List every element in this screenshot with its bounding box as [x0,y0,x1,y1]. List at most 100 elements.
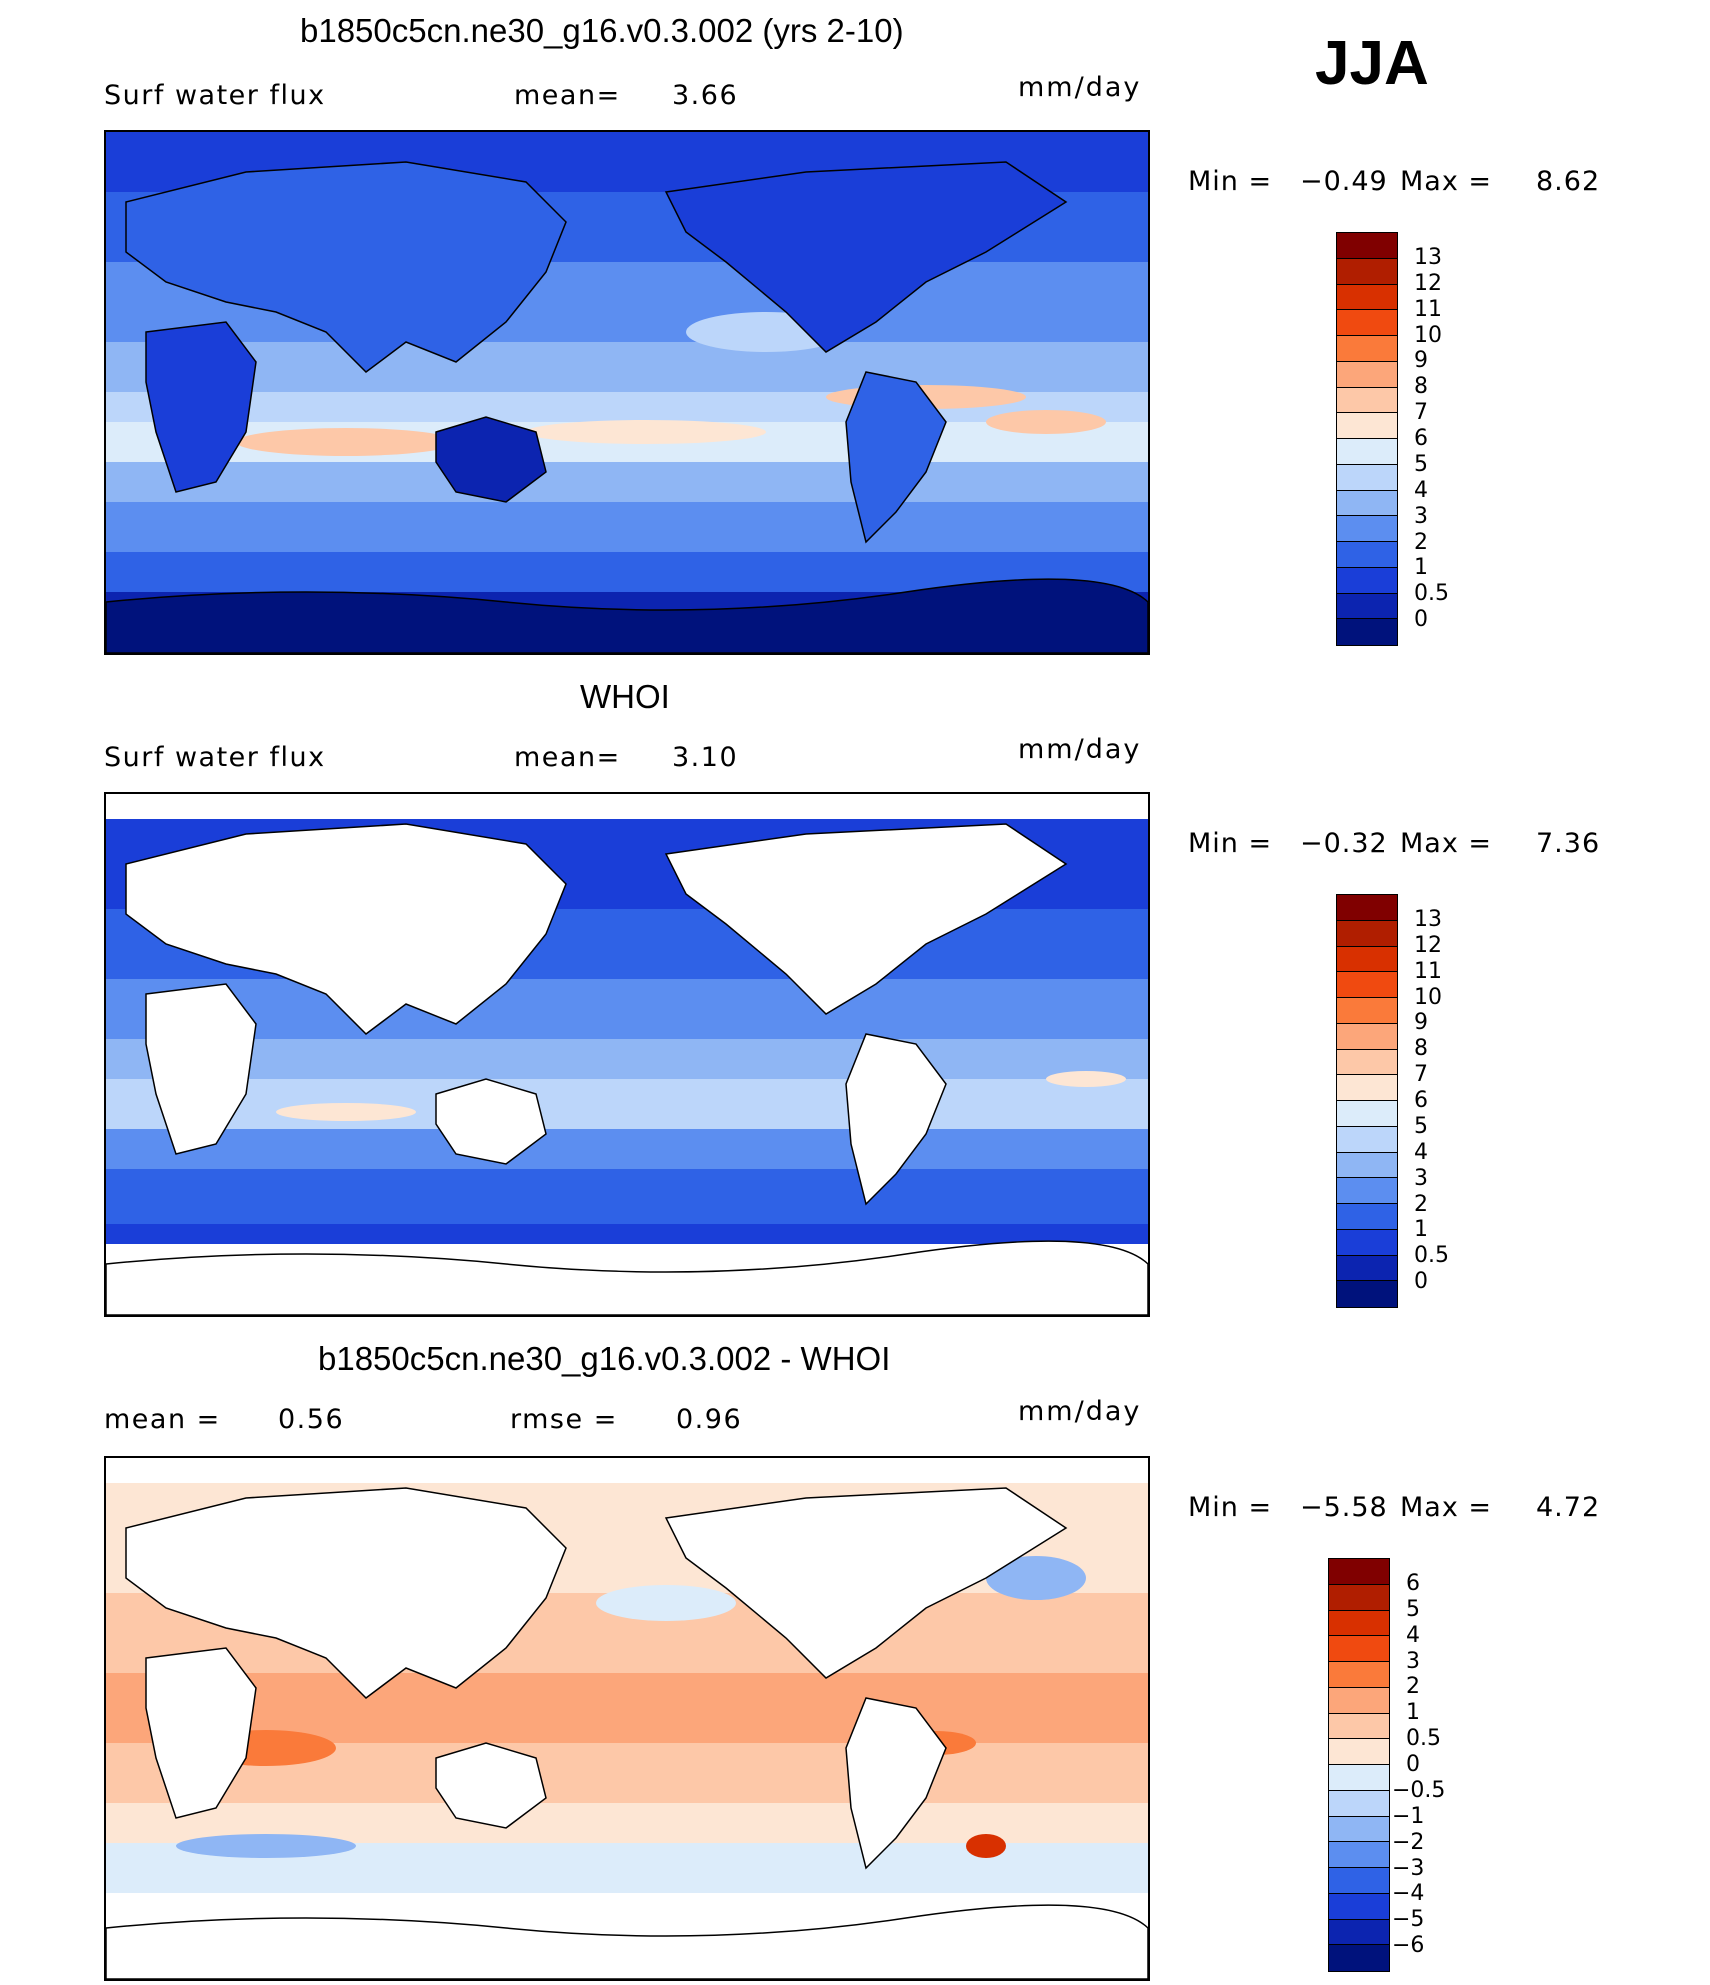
colorbar-tick-label: 12 [1414,932,1442,958]
colorbar-observation [1336,894,1398,1308]
colorbar-tick-label: 8 [1414,374,1428,400]
variable-label: Surf water flux [104,80,326,111]
colorbar-segment [1337,593,1397,620]
colorbar-tick-label: 11 [1414,296,1442,322]
land-antarctica [106,1240,1148,1315]
colorbar-tick-label: 0.5 [1414,1243,1449,1269]
land-south-america [845,1033,947,1206]
colorbar-tick-label: 4 [1414,1139,1428,1165]
colorbar-tick-label: −1 [1392,1803,1425,1829]
colorbar-segment [1337,1023,1397,1050]
colorbar-segment [1337,1229,1397,1256]
colorbar-tick-label: −3 [1392,1855,1425,1881]
colorbar-segment [1329,1919,1389,1946]
colorbar-tick-label: 5 [1414,1113,1428,1139]
colorbar-tick-label: 11 [1414,958,1442,984]
colorbar-tick-label: −4 [1392,1881,1425,1907]
colorbar-segment [1329,1662,1389,1688]
mean-label: mean= [514,80,621,111]
colorbar-segment [1337,542,1397,568]
colorbar-segment [1337,1152,1397,1179]
colorbar-tick-label: −0.5 [1392,1777,1446,1803]
rmse-value: 0.96 [676,1404,743,1435]
colorbar-segment [1329,1842,1389,1868]
colorbar-segment [1329,1868,1389,1894]
colorbar-tick-label: 3 [1414,503,1428,529]
colorbar-segment [1337,336,1397,362]
colorbar-segment [1337,895,1397,921]
colorbar-tick-label: 13 [1414,244,1442,270]
season-label: JJA [1315,29,1429,98]
mean-value: 0.56 [278,1404,345,1435]
colorbar-segment [1337,920,1397,947]
mean-label: mean = [104,1404,221,1435]
colorbar-segment [1337,464,1397,491]
colorbar-tick-label: −5 [1392,1907,1425,1933]
panel-title: WHOI [580,678,670,715]
no-data-arctic [106,1458,1148,1483]
colorbar-segment [1337,1255,1397,1282]
colorbar-tick-label: 13 [1414,906,1442,932]
colorbar-segment [1337,998,1397,1024]
land-australia [435,1078,547,1165]
colorbar-tick-label: 2 [1406,1674,1420,1700]
colorbar-segment [1337,387,1397,414]
negative-anomaly-north-pacific [596,1585,736,1621]
land-eurasia [125,823,567,1035]
colorbar-segment [1337,1075,1397,1101]
colorbar-segment [1337,1101,1397,1127]
colorbar-tick-label: 0 [1406,1752,1420,1777]
colorbar-segment [1337,946,1397,973]
ocean-band-south [106,462,1148,502]
colorbar-tick-label: 1 [1414,1217,1428,1243]
colorbar-segment [1329,1559,1389,1585]
colorbar-difference [1328,1558,1390,1972]
colorbar-segment [1337,1126,1397,1153]
colorbar-tick-label: 1 [1414,555,1428,581]
colorbar-segment [1337,1178,1397,1204]
min-label: Min = [1188,1492,1273,1523]
panel-title: b1850c5cn.ne30_g16.v0.3.002 (yrs 2-10) [300,12,904,49]
colorbar-tick-label: −2 [1392,1829,1425,1855]
rmse-label: rmse = [510,1404,618,1435]
subtropic-maximum-indian [276,1103,416,1121]
colorbar-tick-label: 7 [1414,400,1428,426]
min-value: −0.32 [1300,828,1388,859]
land-antarctica [106,578,1148,653]
colorbar-segment [1337,310,1397,336]
colorbar-tick-label: 4 [1414,477,1428,503]
colorbar-segment [1329,1765,1389,1791]
max-label: Max = [1400,828,1493,859]
colorbar-segment [1329,1945,1389,1971]
colorbar-tick-label: 3 [1406,1648,1420,1674]
land-africa [145,321,257,493]
colorbar-tick-label: 5 [1414,451,1428,477]
land-africa [145,1647,257,1819]
land-antarctica [106,1904,1148,1979]
colorbar-segment [1337,619,1397,645]
colorbar-tick-label: 4 [1406,1622,1420,1648]
colorbar-segment [1329,1893,1389,1920]
min-label: Min = [1188,828,1273,859]
min-label: Min = [1188,166,1273,197]
colorbar-segment [1337,567,1397,594]
map-observation [104,792,1150,1317]
colorbar-segment [1337,1204,1397,1230]
colorbar-tick-label: 6 [1406,1570,1420,1596]
land-south-america [845,371,947,544]
no-data-arctic [106,794,1148,819]
ocean-band-subtropic-s [106,1079,1148,1129]
colorbar-tick-label: 8 [1414,1036,1428,1062]
colorbar-segment [1329,1584,1389,1611]
land-north-america [664,823,1068,1015]
colorbar-tick-label: 12 [1414,270,1442,296]
units-label: mm/day [1018,1396,1142,1427]
colorbar-segment [1337,413,1397,439]
colorbar-segment [1329,1687,1389,1714]
map-model [104,130,1150,655]
subtropic-maximum-atlantic [1046,1071,1126,1087]
colorbar-tick-label: 7 [1414,1062,1428,1088]
max-value: 7.36 [1536,828,1601,859]
land-australia [435,1742,547,1829]
colorbar-segment [1337,258,1397,285]
